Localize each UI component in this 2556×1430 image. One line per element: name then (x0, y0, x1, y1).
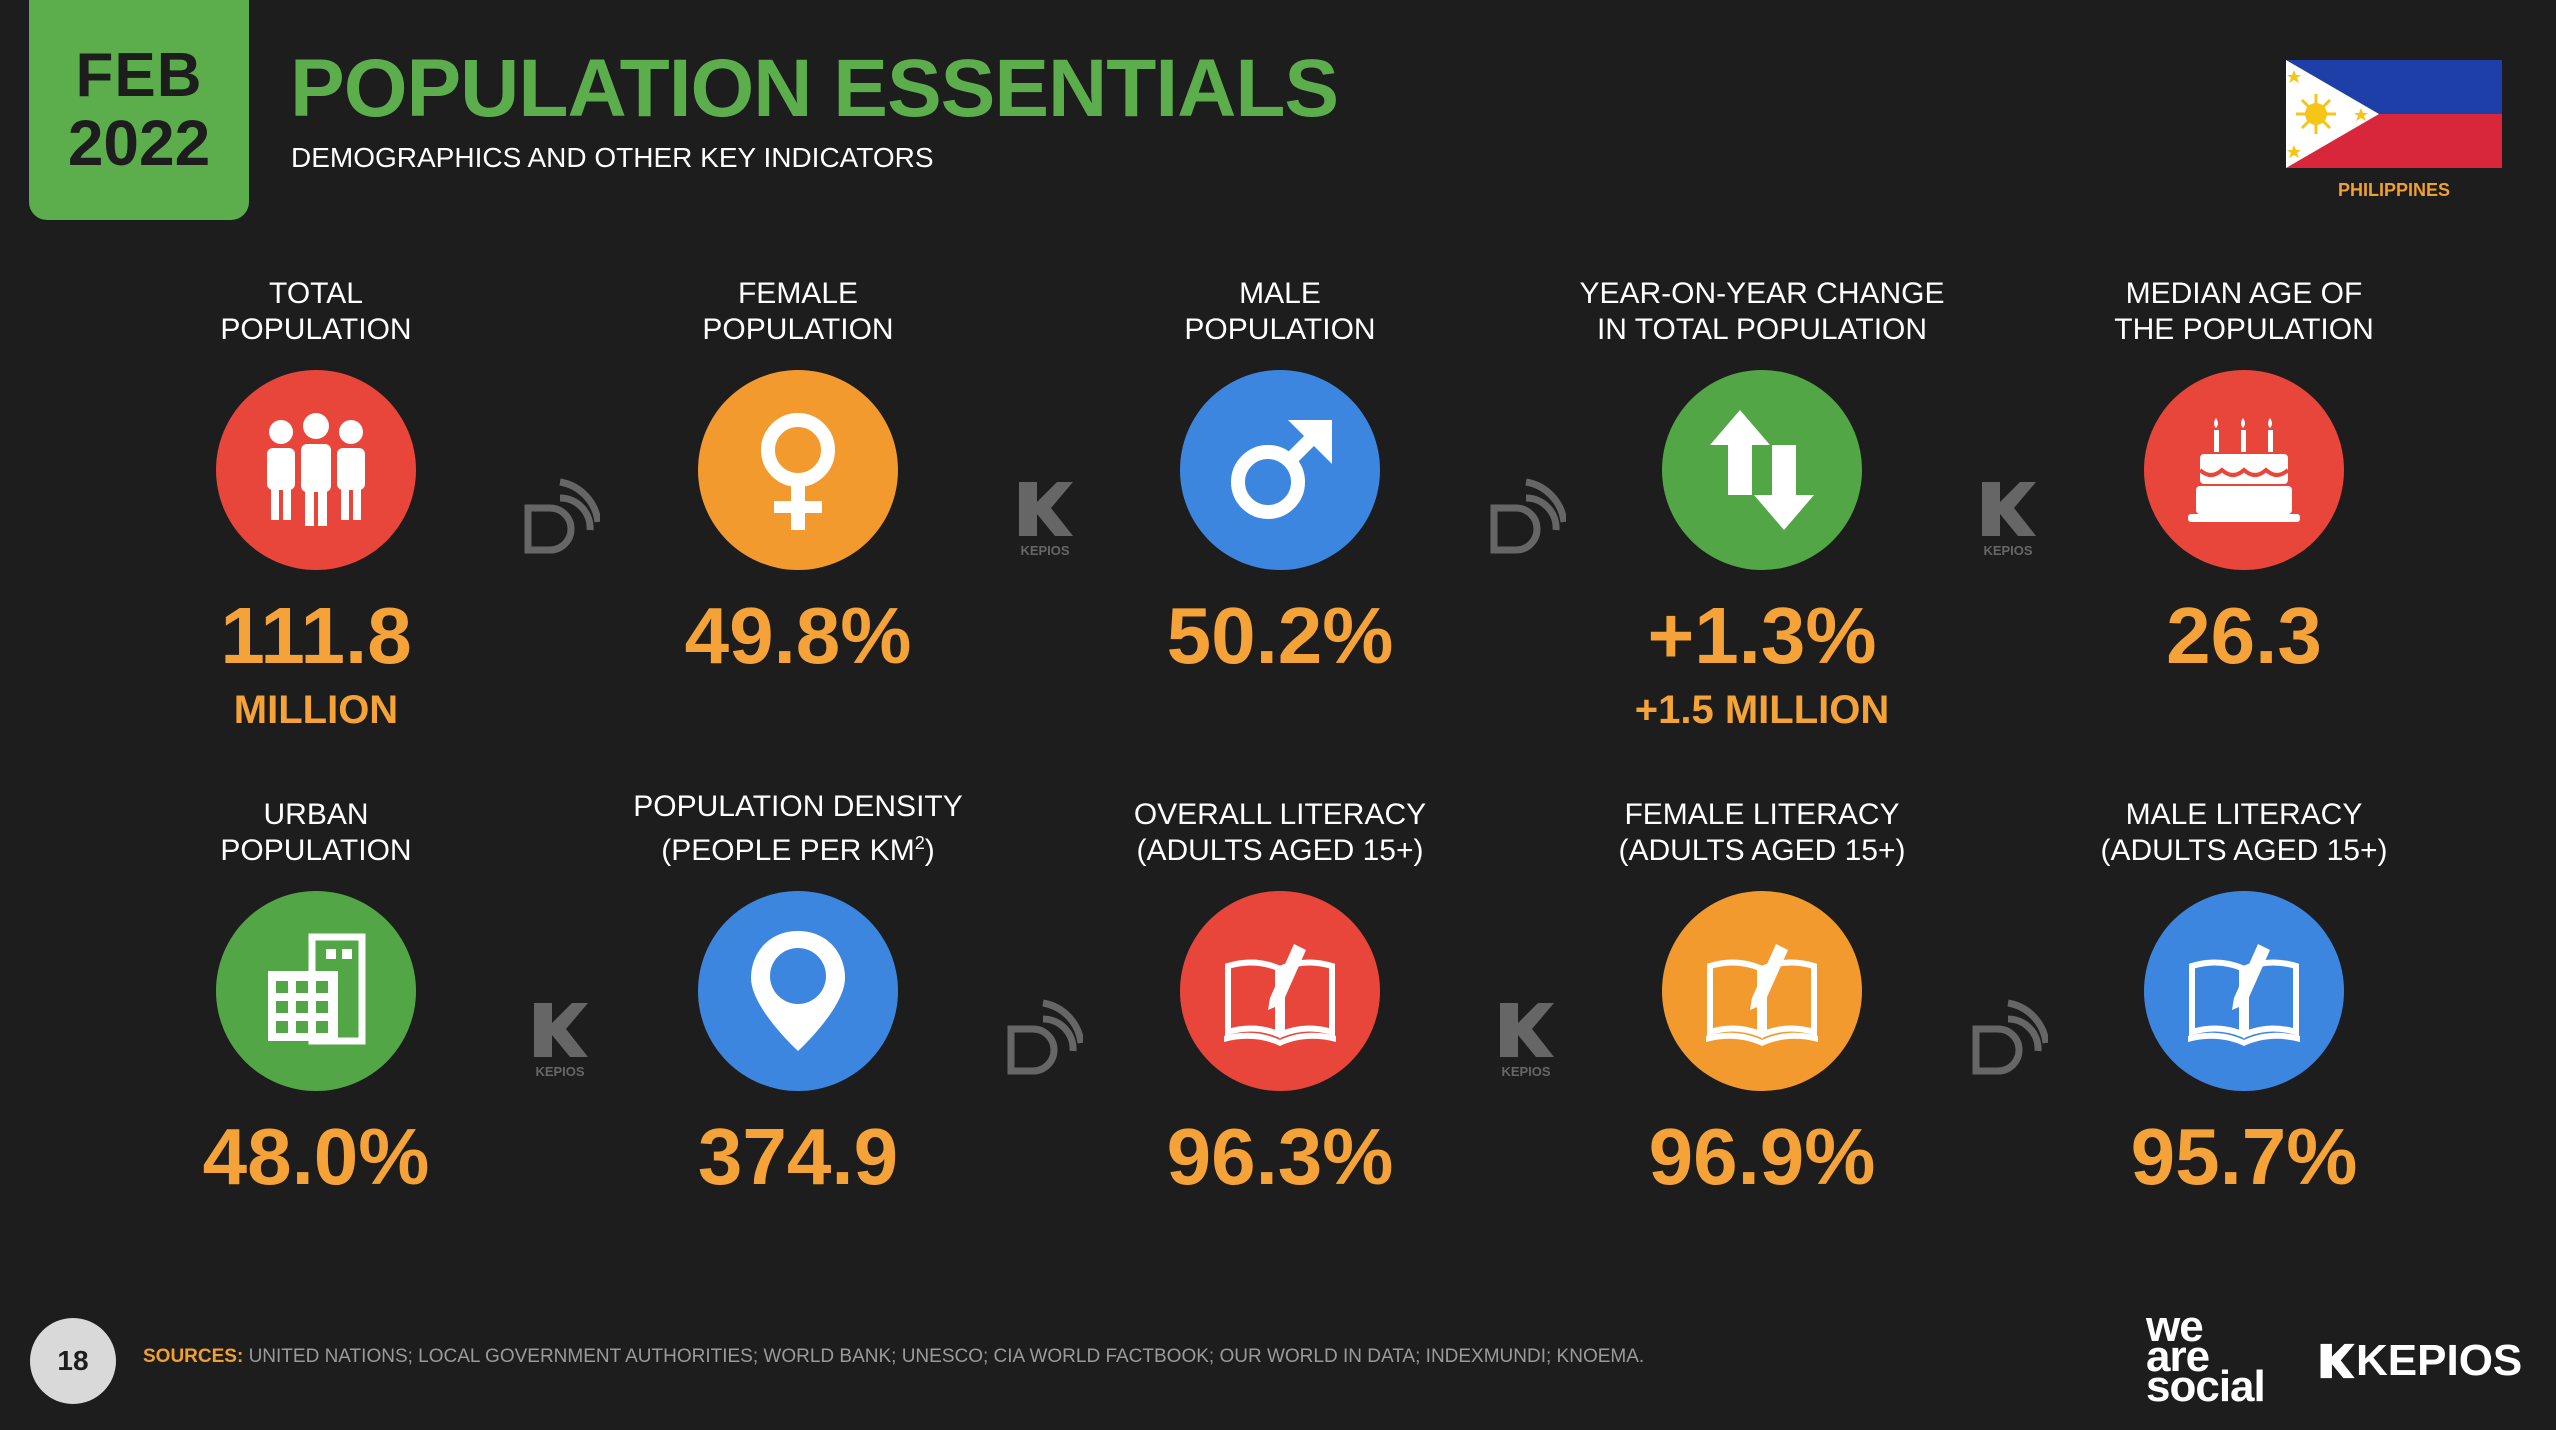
stat-subvalue: MILLION (233, 688, 399, 732)
philippines-flag-icon (2286, 60, 2502, 168)
datareportal-watermark-icon (1007, 999, 1083, 1075)
stat-label-line1: OVERALL LITERACY (1133, 798, 1427, 831)
stat-label-line2: POPULATION (220, 834, 412, 867)
sources-note: SOURCES: UNITED NATIONS; LOCAL GOVERNMEN… (143, 1346, 1644, 1368)
stat-label-line2-text: (PEOPLE PER KM (661, 834, 915, 867)
people-icon (216, 370, 416, 570)
page-number: 18 (30, 1318, 116, 1404)
kepios-watermark-icon: KEPIOS (520, 1001, 600, 1081)
building-icon (216, 891, 416, 1091)
book-icon (1662, 891, 1862, 1091)
watermark-text: KEPIOS (535, 1064, 585, 1079)
stat-label-line1: URBAN (263, 798, 369, 831)
stat-value: 50.2% (1166, 591, 1394, 680)
stat-label-line1: TOTAL (269, 277, 363, 310)
watermark-text: KEPIOS (1501, 1064, 1551, 1079)
stat-label: MEDIAN AGE OF THE POPULATION (2024, 276, 2464, 348)
stat-label: MALE POPULATION (1060, 276, 1500, 348)
stat-value: 111.8 (220, 591, 412, 680)
stat-label-line1: MALE LITERACY (2125, 798, 2363, 831)
up-down-arrows-icon (1662, 370, 1862, 570)
sources-label: SOURCES: (143, 1346, 244, 1367)
stat-label: FEMALE POPULATION (578, 276, 1018, 348)
logo-line2: are (2146, 1332, 2210, 1381)
stat-male-literacy: MALE LITERACY (ADULTS AGED 15+) 95.7% (2024, 797, 2464, 1197)
stat-value: 374.9 (697, 1112, 899, 1201)
stat-label: FEMALE LITERACY (ADULTS AGED 15+) (1542, 797, 1982, 869)
stat-label: TOTAL POPULATION (96, 276, 536, 348)
stat-label-line2: POPULATION (1184, 313, 1376, 346)
stat-label-line1: YEAR-ON-YEAR CHANGE (1579, 277, 1945, 310)
stat-label: POPULATION DENSITY (PEOPLE PER KM2) (578, 790, 1018, 869)
stat-label-line1: FEMALE LITERACY (1624, 798, 1900, 831)
birthday-cake-icon (2144, 370, 2344, 570)
stat-label-line2: POPULATION (702, 313, 894, 346)
stat-median-age: MEDIAN AGE OF THE POPULATION 26.3 (2024, 276, 2464, 676)
stat-population-change: YEAR-ON-YEAR CHANGE IN TOTAL POPULATION … (1542, 276, 1982, 730)
date-year: 2022 (67, 107, 211, 179)
stat-male-population: MALE POPULATION 50.2% (1060, 276, 1500, 676)
kepios-watermark-icon: KEPIOS (1486, 1001, 1566, 1081)
page-subtitle: DEMOGRAPHICS AND OTHER KEY INDICATORS (291, 142, 934, 173)
stat-label-line2: THE POPULATION (2114, 313, 2374, 346)
stat-label-line1: MALE (1239, 277, 1321, 310)
kepios-logo: KEPIOS (2318, 1336, 2522, 1386)
stat-value: 49.8% (684, 591, 912, 680)
stat-label-line2: (ADULTS AGED 15+) (2100, 834, 2388, 867)
stat-label-line2-end: ) (924, 834, 935, 867)
stat-female-literacy: FEMALE LITERACY (ADULTS AGED 15+) 96.9% (1542, 797, 1982, 1197)
date-month: FEB (75, 41, 203, 110)
datareportal-watermark-icon (1972, 999, 2048, 1075)
stat-label-line1: POPULATION DENSITY (633, 790, 963, 823)
logo-line3: social (2146, 1362, 2266, 1411)
stat-female-population: FEMALE POPULATION 49.8% (578, 276, 1018, 676)
we-are-social-logo: we are social (2146, 1302, 2266, 1411)
stat-label-line1: FEMALE (737, 277, 859, 310)
book-icon (1180, 891, 1380, 1091)
stat-total-population: TOTAL POPULATION 111.8 MILLION (96, 276, 536, 730)
male-icon (1180, 370, 1380, 570)
stat-overall-literacy: OVERALL LITERACY (ADULTS AGED 15+) 96.3% (1060, 797, 1500, 1197)
country-flag: PHILIPPINES (2286, 60, 2502, 201)
stat-value: 96.9% (1648, 1112, 1876, 1201)
stat-value: 26.3 (2166, 591, 2322, 680)
kepios-watermark-icon: KEPIOS (1005, 480, 1085, 560)
page-title: POPULATION ESSENTIALS (290, 43, 1339, 134)
stat-label: URBAN POPULATION (96, 797, 536, 869)
kepios-watermark-icon: KEPIOS (1968, 480, 2048, 560)
logo-line1: we (2146, 1302, 2204, 1351)
watermark-text: KEPIOS (1983, 543, 2033, 558)
datareportal-watermark-icon (524, 478, 600, 554)
watermark-text: KEPIOS (1020, 543, 1070, 558)
map-pin-icon (698, 891, 898, 1091)
stat-label-line2: (ADULTS AGED 15+) (1618, 834, 1906, 867)
datareportal-watermark-icon (1490, 478, 1566, 554)
stat-subvalue: +1.5 MILLION (1634, 688, 1890, 732)
stat-value: 48.0% (202, 1112, 430, 1201)
stat-label: YEAR-ON-YEAR CHANGE IN TOTAL POPULATION (1542, 276, 1982, 348)
stat-label: OVERALL LITERACY (ADULTS AGED 15+) (1060, 797, 1500, 869)
country-label: PHILIPPINES (2337, 180, 2451, 200)
sources-text: UNITED NATIONS; LOCAL GOVERNMENT AUTHORI… (248, 1346, 1645, 1367)
date-badge: FEB 2022 (29, 0, 249, 220)
stat-value: +1.3% (1647, 591, 1877, 680)
stat-label-superscript: 2 (914, 833, 925, 853)
female-icon (698, 370, 898, 570)
kepios-logo-text: KEPIOS (2356, 1336, 2523, 1385)
stat-label-line2: IN TOTAL POPULATION (1596, 313, 1928, 346)
stat-value: 95.7% (2130, 1112, 2358, 1201)
book-icon (2144, 891, 2344, 1091)
stat-label-line1: MEDIAN AGE OF (2125, 277, 2363, 310)
stat-label-line2: POPULATION (220, 313, 412, 346)
stat-label-line2: (PEOPLE PER KM2) (661, 825, 934, 869)
stat-label-line2: (ADULTS AGED 15+) (1136, 834, 1424, 867)
kepios-logo-icon (2320, 1343, 2355, 1379)
stat-population-density: POPULATION DENSITY (PEOPLE PER KM2) 374.… (578, 790, 1018, 1201)
stat-label: MALE LITERACY (ADULTS AGED 15+) (2024, 797, 2464, 869)
stat-value: 96.3% (1166, 1112, 1394, 1201)
stat-urban-population: URBAN POPULATION 48.0% (96, 797, 536, 1197)
